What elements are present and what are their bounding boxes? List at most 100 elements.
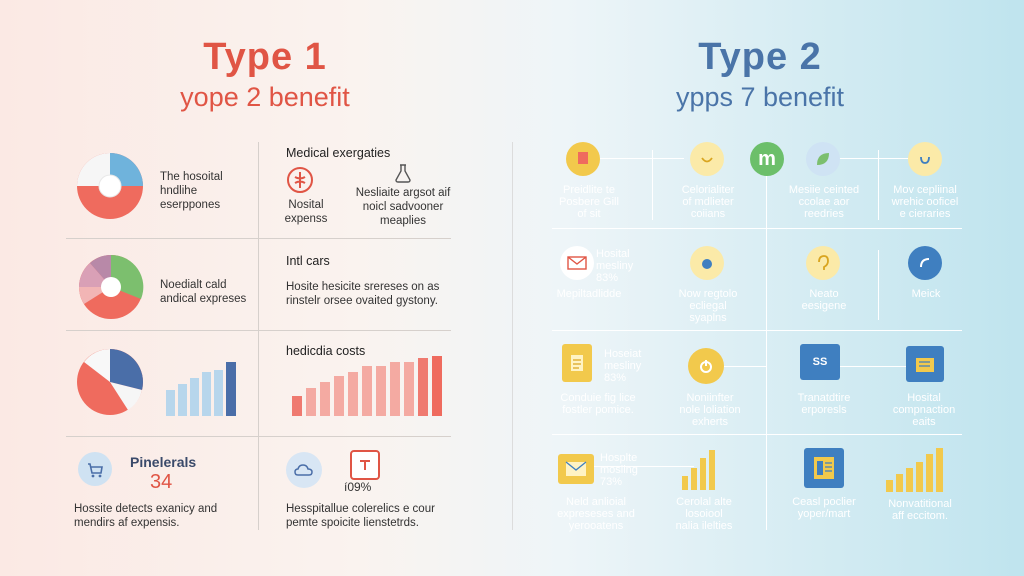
right-subtitle: ypps 7 benefit	[675, 82, 845, 112]
bar-chart-blue	[166, 362, 236, 416]
r3-text-1: Hoseiat mesliny 83%	[604, 348, 642, 384]
bar	[190, 378, 199, 416]
row2-right-heading: Intl cars	[286, 254, 330, 268]
bar	[700, 458, 706, 490]
row2-left-text: Noedialt cald andical expreses	[160, 279, 247, 305]
r4-text-3: Cerolal alte losoiool nalia ilelties	[675, 496, 733, 532]
bar-chart-red	[292, 356, 442, 416]
r1-text-2: Celorialiter of mdlieter coiians	[681, 184, 735, 220]
bar	[178, 384, 187, 416]
m-icon: m	[750, 142, 784, 176]
bar	[214, 370, 223, 416]
r4-text-1: Hosplte mosiing 73%	[600, 452, 638, 488]
bar	[936, 448, 943, 492]
leaf-icon	[806, 142, 840, 176]
row1-right-a: Nosital expenss	[284, 199, 328, 225]
bar	[348, 372, 358, 416]
pie-chart-1	[77, 153, 143, 219]
row1-right-heading: Medical exergaties	[286, 146, 391, 160]
r1-text-3: Mesiie ceinted ccolae aor reedries	[788, 184, 860, 220]
smile-icon	[690, 142, 724, 176]
bar	[709, 450, 715, 490]
left-title: Type 1	[203, 36, 327, 78]
r2-text-3: Now regtolo ecliegal syaplns	[678, 288, 738, 324]
r4-text-5: Nonvatitional aff eccitom.	[888, 498, 952, 522]
row4-left-text: Hossite detects exanicy and mendirs af e…	[74, 503, 218, 529]
apple-icon	[690, 246, 724, 280]
right-divider-2	[552, 330, 962, 331]
bar	[226, 362, 236, 416]
r3-text-5: Hosital compnaction eaits	[892, 392, 956, 428]
bar	[691, 468, 697, 490]
bar	[682, 476, 688, 490]
right-vdivider-b	[878, 150, 879, 220]
flask-icon	[395, 164, 411, 183]
badge-icon	[566, 142, 600, 176]
right-vdivider-c	[878, 250, 879, 320]
bar	[432, 356, 442, 416]
bar	[896, 474, 903, 492]
power-icon	[908, 142, 942, 176]
pie-chart-3	[77, 349, 143, 415]
row4-left-heading: Pinelerals	[130, 454, 197, 470]
right-connector-4	[838, 366, 918, 367]
bar-chart-yellow-1	[682, 450, 715, 490]
bar	[320, 382, 330, 416]
bar	[916, 462, 923, 492]
right-connector-1	[584, 158, 684, 159]
bar	[166, 390, 175, 416]
r2-text-1: Hosital mesliny 83%	[596, 248, 634, 284]
bar	[404, 362, 414, 416]
r3-text-2: Conduie fig lice fostler pomice.	[560, 392, 636, 416]
r2-text-2: Mepiltadlidde	[556, 288, 622, 300]
document-icon	[350, 450, 380, 480]
right-divider-3	[552, 434, 962, 435]
mail-chart-icon	[558, 454, 594, 484]
envelope-icon	[560, 246, 594, 280]
row3-right-heading: hedicdia costs	[286, 344, 366, 358]
r4-text-2: Neld anlioial expreseses and yerooatens	[557, 496, 635, 532]
bar	[334, 376, 344, 416]
bar	[418, 358, 428, 416]
r1-text-4: Mov cepliinal wrehic ooficel e cieraries	[891, 184, 959, 220]
r2-text-4: Neato eesigene	[801, 288, 847, 312]
folder-icon	[906, 346, 944, 382]
bar	[886, 480, 893, 492]
bar	[376, 366, 386, 416]
bar-chart-yellow-2	[886, 448, 943, 492]
right-title: Type 2	[698, 36, 822, 78]
r2-text-5: Meick	[911, 288, 941, 300]
power-button-icon	[688, 348, 724, 384]
row2-right-text: Hosite hesicite srereses on as rinstelr …	[286, 281, 440, 307]
pie-chart-2	[79, 254, 144, 319]
bar	[306, 388, 316, 416]
bar	[926, 454, 933, 492]
row4-right-text: Hesspitallue colerelics e cour pemte spo…	[286, 503, 435, 529]
center-divider	[512, 142, 513, 530]
row4-right-value: í09%	[344, 480, 372, 494]
row4-left-value: 34	[150, 471, 173, 493]
bar	[292, 396, 302, 416]
r3-text-4: Tranatdtire erporesls	[797, 392, 851, 416]
cloud-icon	[286, 452, 322, 488]
row1-left-text: The hosoital hndlihe eserppones	[160, 171, 223, 211]
right-connector-3	[720, 366, 766, 367]
right-vdivider	[766, 142, 767, 530]
r3-text-3: Noniinfter nole loliation exherts	[679, 392, 741, 428]
r1-text-1: Preidlite te Posbere Gill of sit	[559, 184, 619, 220]
clipboard-icon	[562, 344, 592, 382]
phone-icon	[908, 246, 942, 280]
ear-icon	[806, 246, 840, 280]
bar	[390, 362, 400, 416]
bar	[202, 372, 211, 416]
right-divider-1	[552, 228, 962, 229]
report-icon	[804, 448, 844, 488]
medical-icon	[287, 167, 313, 193]
r4-text-4: Ceasl poclier yoper/mart	[792, 496, 856, 520]
bar	[362, 366, 372, 416]
bar	[906, 468, 913, 492]
left-vdivider	[258, 142, 259, 530]
right-connector-2	[824, 158, 914, 159]
left-subtitle: yope 2 benefit	[180, 82, 350, 112]
book-icon: SS	[800, 344, 840, 380]
